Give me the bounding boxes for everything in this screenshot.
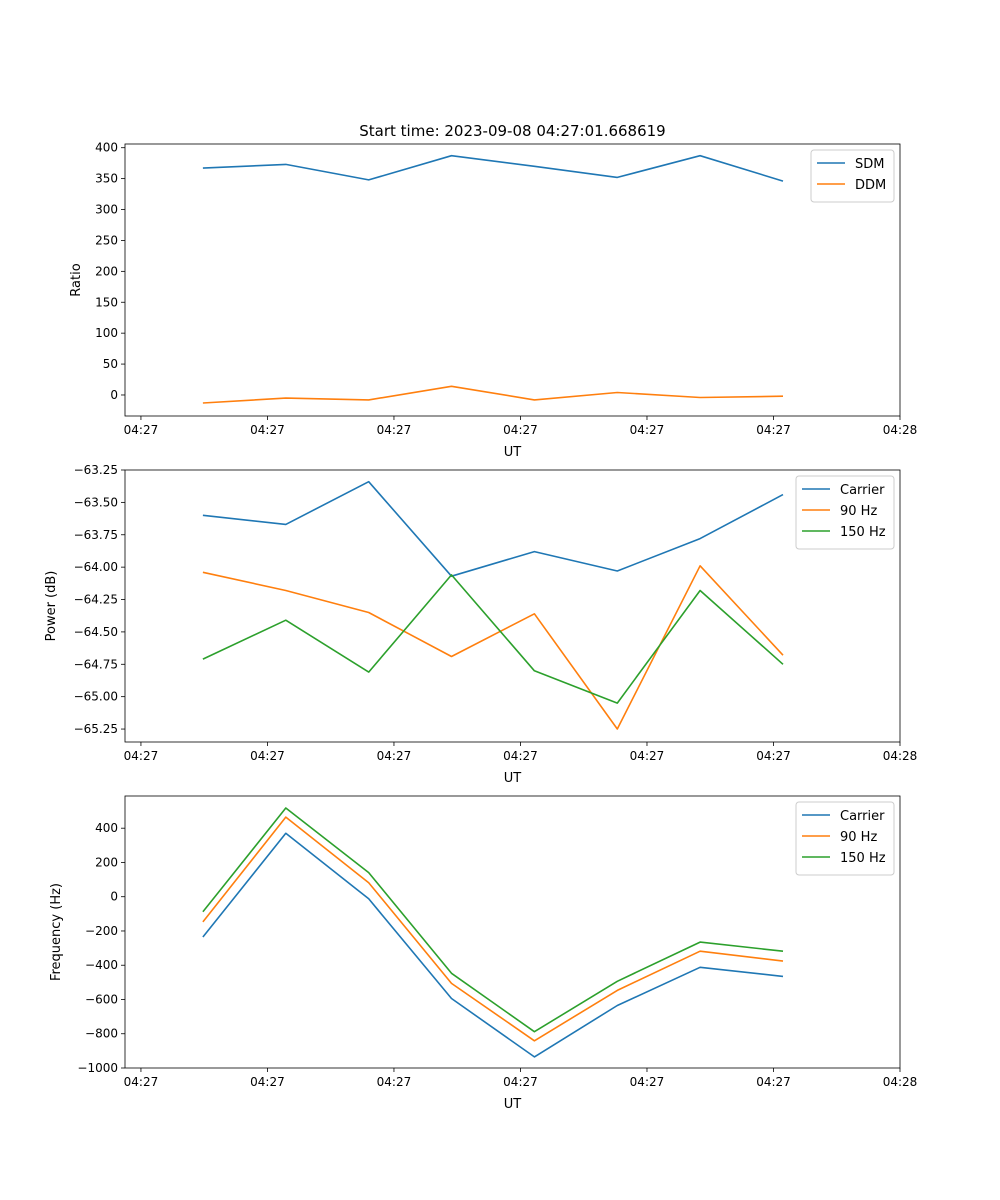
x-tick-label: 04:27 (124, 1075, 159, 1089)
y-tick-label: 250 (95, 233, 118, 247)
legend-label: 90 Hz (840, 504, 877, 519)
x-tick-label: 04:27 (250, 749, 285, 763)
series-line-90-hz (202, 816, 784, 1042)
x-tick-label: 04:27 (377, 423, 412, 437)
y-tick-label: 400 (95, 821, 118, 835)
subplot-1: 04:27 04:27 04:27 04:27 04:27 04:27 04:28 0 50 10… (69, 122, 917, 460)
subplot-2: 04:27 04:27 04:27 04:27 04:27 04:27 04:28 −63.2… (44, 463, 917, 786)
y-tick-label: −65.25 (74, 722, 118, 736)
legend-label: DDM (855, 178, 886, 193)
legend-label: Carrier (840, 483, 885, 498)
x-tick-label: 04:27 (756, 749, 791, 763)
y-tick-label: 0 (110, 890, 118, 904)
y-tick-label: 0 (110, 388, 118, 402)
y-tick-label: −64.00 (74, 560, 118, 574)
y-tick-label: −63.50 (74, 495, 118, 509)
y-tick-label: 50 (103, 357, 118, 371)
x-tick-label: 04:27 (503, 423, 538, 437)
series-line-150-hz (202, 574, 784, 704)
x-tick-label: 04:27 (756, 423, 791, 437)
x-tick-label: 04:27 (503, 1075, 538, 1089)
y-tick-label: 200 (95, 264, 118, 278)
x-axis-label: UT (504, 771, 522, 786)
x-tick-label: 04:27 (630, 423, 665, 437)
chart-title: Start time: 2023-09-08 04:27:01.668619 (359, 122, 665, 140)
x-tick-label: 04:27 (250, 423, 285, 437)
y-tick-label: 100 (95, 326, 118, 340)
y-tick-label: −400 (85, 958, 118, 972)
x-tick-label: 04:27 (377, 749, 412, 763)
x-tick-label: 04:27 (630, 749, 665, 763)
y-tick-label: −64.50 (74, 625, 118, 639)
x-tick-label: 04:27 (250, 1075, 285, 1089)
y-tick-label: −800 (85, 1027, 118, 1041)
legend-label: 150 Hz (840, 851, 886, 866)
legend-label: Carrier (840, 809, 885, 824)
x-tick-label: 04:28 (883, 749, 918, 763)
x-tick-label: 04:27 (503, 749, 538, 763)
series-line-150-hz (202, 807, 784, 1033)
y-tick-label: −200 (85, 924, 118, 938)
y-tick-label: −63.25 (74, 463, 118, 477)
x-tick-label: 04:27 (377, 1075, 412, 1089)
y-tick-label: −65.00 (74, 690, 118, 704)
axes-frame (124, 143, 901, 417)
series-line-sdm (202, 154, 784, 182)
subplot-3: 04:27 04:27 04:27 04:27 04:27 04:27 04:28 −1000… (49, 795, 918, 1112)
series-line-carrier (202, 832, 784, 1058)
legend-label: 150 Hz (840, 525, 886, 540)
legend-label: 90 Hz (840, 830, 877, 845)
x-tick-label: 04:27 (124, 749, 159, 763)
legend: Carrier 90 Hz 150 Hz (795, 801, 895, 876)
axes-frame (124, 469, 901, 743)
x-axis-label: UT (504, 1097, 522, 1112)
x-axis-label: UT (504, 445, 522, 460)
y-tick-label: 400 (95, 141, 118, 155)
x-tick-label: 04:28 (883, 423, 918, 437)
series-line-ddm (202, 385, 784, 404)
series-line-carrier (202, 480, 784, 578)
series-line-90-hz (202, 564, 784, 730)
y-tick-label: 150 (95, 295, 118, 309)
legend: SDM DDM (810, 149, 895, 203)
x-tick-label: 04:27 (756, 1075, 791, 1089)
y-tick-label: 200 (95, 855, 118, 869)
y-tick-label: 350 (95, 172, 118, 186)
x-tick-label: 04:27 (630, 1075, 665, 1089)
x-tick-label: 04:27 (124, 423, 159, 437)
x-tick-label: 04:28 (883, 1075, 918, 1089)
axes-frame (124, 795, 901, 1069)
y-axis-label: Frequency (Hz) (49, 883, 64, 981)
legend: Carrier 90 Hz 150 Hz (795, 475, 895, 550)
y-tick-label: −64.75 (74, 657, 118, 671)
legend-label: SDM (855, 157, 884, 172)
y-axis-label: Ratio (69, 263, 84, 296)
y-axis-label: Power (dB) (44, 571, 59, 642)
y-tick-label: −1000 (77, 1061, 118, 1075)
y-tick-label: 300 (95, 203, 118, 217)
y-tick-label: −64.25 (74, 593, 118, 607)
y-tick-label: −63.75 (74, 528, 118, 542)
y-tick-label: −600 (85, 992, 118, 1006)
